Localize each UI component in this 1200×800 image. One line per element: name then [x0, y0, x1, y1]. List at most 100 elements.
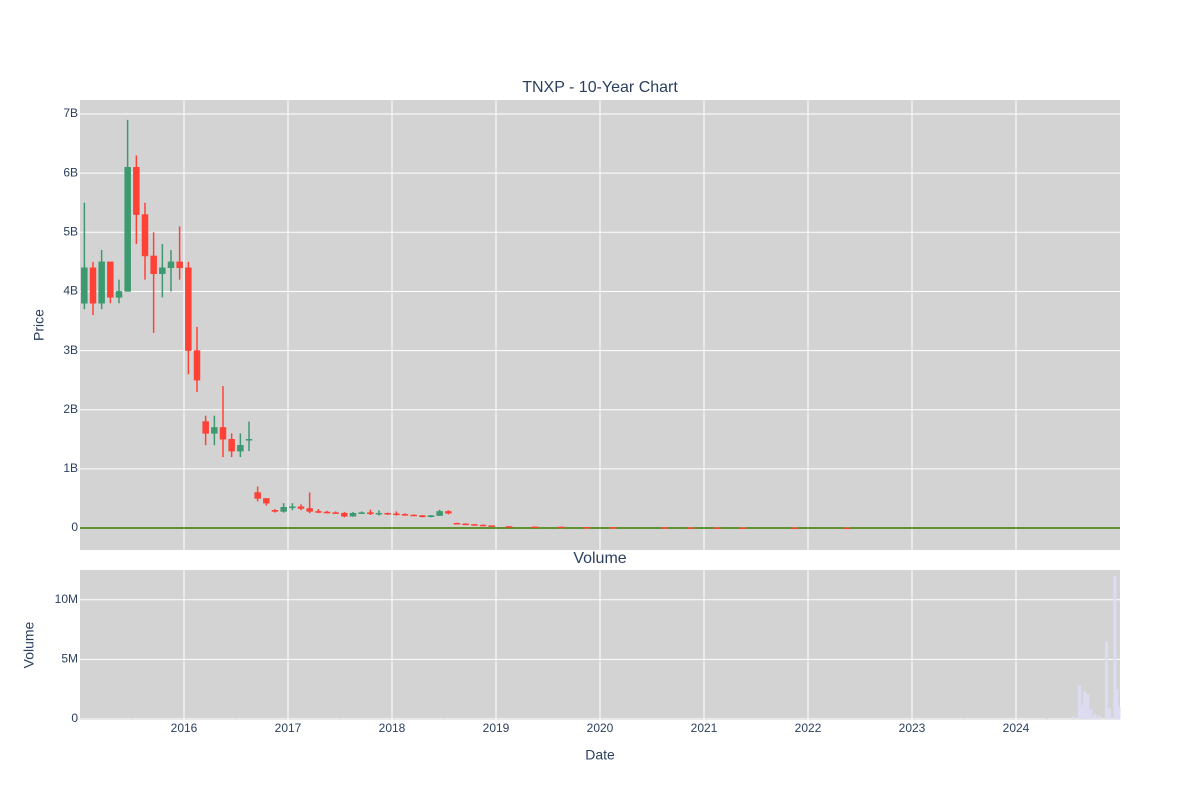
candle-body	[133, 166, 140, 215]
candle-body	[583, 527, 591, 529]
candle-body	[219, 427, 227, 440]
x-tick-label: 2023	[899, 721, 926, 735]
candle-body	[141, 214, 149, 257]
y-tick-label: 0	[71, 711, 78, 725]
candle-body	[505, 526, 513, 528]
candle-body	[245, 439, 253, 441]
candle-body	[609, 527, 617, 529]
candle-body	[462, 523, 469, 526]
candle-body	[479, 524, 487, 527]
candle-body	[739, 527, 747, 530]
candle-body	[531, 526, 539, 529]
candle-body	[81, 267, 88, 304]
candle-body	[557, 526, 565, 529]
x-tick-label: 2020	[587, 721, 614, 735]
candle-body	[297, 506, 305, 509]
candle-body	[375, 512, 383, 515]
candle-body	[410, 514, 417, 517]
y-tick-label: 4B	[63, 284, 78, 298]
bar	[1045, 718, 1049, 720]
bar	[1104, 641, 1108, 720]
candle-body	[323, 511, 331, 514]
candle-body	[358, 512, 365, 514]
candle-body	[107, 261, 114, 298]
chart-title: TNXP - 10-Year Chart	[522, 79, 678, 96]
bar	[1108, 708, 1112, 720]
candle-body	[228, 439, 235, 452]
y-tick-label: 1B	[63, 461, 78, 475]
candle-body	[393, 513, 400, 516]
bar	[1071, 716, 1075, 720]
y-tick-label: 10M	[55, 592, 78, 606]
candle-body	[202, 421, 209, 434]
bar	[1080, 704, 1084, 720]
x-tick-label: 2021	[691, 721, 718, 735]
candle-body	[185, 267, 192, 351]
candle-body	[384, 512, 391, 515]
x-axis-title: Date	[585, 747, 615, 763]
bar	[1113, 575, 1117, 720]
candle-body	[315, 511, 322, 513]
bar	[1086, 694, 1090, 720]
bar	[1089, 709, 1093, 720]
y-tick-label: 5B	[63, 224, 78, 238]
candle-body	[124, 166, 131, 292]
candle-body	[436, 511, 443, 516]
y-tick-label: 0	[71, 520, 78, 534]
candle-body	[488, 525, 495, 527]
candle-body	[427, 515, 435, 518]
candle-body	[237, 444, 244, 452]
y-axis-title: Price	[31, 309, 47, 341]
candle-body	[341, 512, 348, 517]
candle-body	[713, 527, 721, 529]
candle-body	[159, 267, 166, 274]
candle-body	[280, 507, 287, 512]
candle-body	[98, 261, 105, 304]
candle-body	[306, 508, 313, 512]
candle-body	[419, 515, 426, 518]
x-tick-label: 2024	[1003, 721, 1030, 735]
bar	[1083, 691, 1087, 720]
candle-body	[263, 498, 270, 504]
candle-body	[167, 261, 175, 269]
candle-body	[367, 512, 374, 515]
bar	[1093, 714, 1097, 720]
x-tick-label: 2016	[171, 721, 198, 735]
candle-body	[332, 512, 339, 514]
candle-body	[687, 527, 695, 529]
candle-body	[271, 510, 279, 512]
candle-body	[176, 261, 183, 269]
chart-title: Volume	[573, 550, 626, 567]
candle-body	[115, 291, 123, 298]
bar	[1117, 707, 1121, 720]
y-tick-label: 6B	[63, 165, 78, 179]
bar	[1077, 685, 1081, 720]
candle-body	[254, 492, 261, 499]
candle-body	[89, 267, 97, 304]
candle-body	[453, 523, 461, 525]
candle-body	[211, 427, 218, 434]
y-tick-label: 2B	[63, 402, 78, 416]
x-tick-label: 2018	[379, 721, 406, 735]
bar	[1097, 715, 1101, 720]
candle-body	[349, 512, 357, 517]
candle-body	[150, 255, 157, 274]
candle-body	[471, 524, 478, 526]
candle-body	[661, 527, 669, 529]
y-tick-label: 5M	[61, 652, 78, 666]
candle-body	[193, 350, 201, 381]
x-tick-label: 2017	[275, 721, 302, 735]
y-tick-label: 7B	[63, 106, 78, 120]
candle-body	[401, 514, 409, 516]
x-tick-label: 2019	[483, 721, 510, 735]
candle-body	[791, 527, 799, 530]
bar	[1115, 689, 1119, 720]
candle-body	[289, 506, 296, 508]
y-tick-label: 3B	[63, 343, 78, 357]
candle-body	[843, 527, 851, 530]
candle-body	[445, 511, 452, 514]
y-axis-title: Volume	[21, 621, 37, 668]
x-tick-label: 2022	[795, 721, 822, 735]
